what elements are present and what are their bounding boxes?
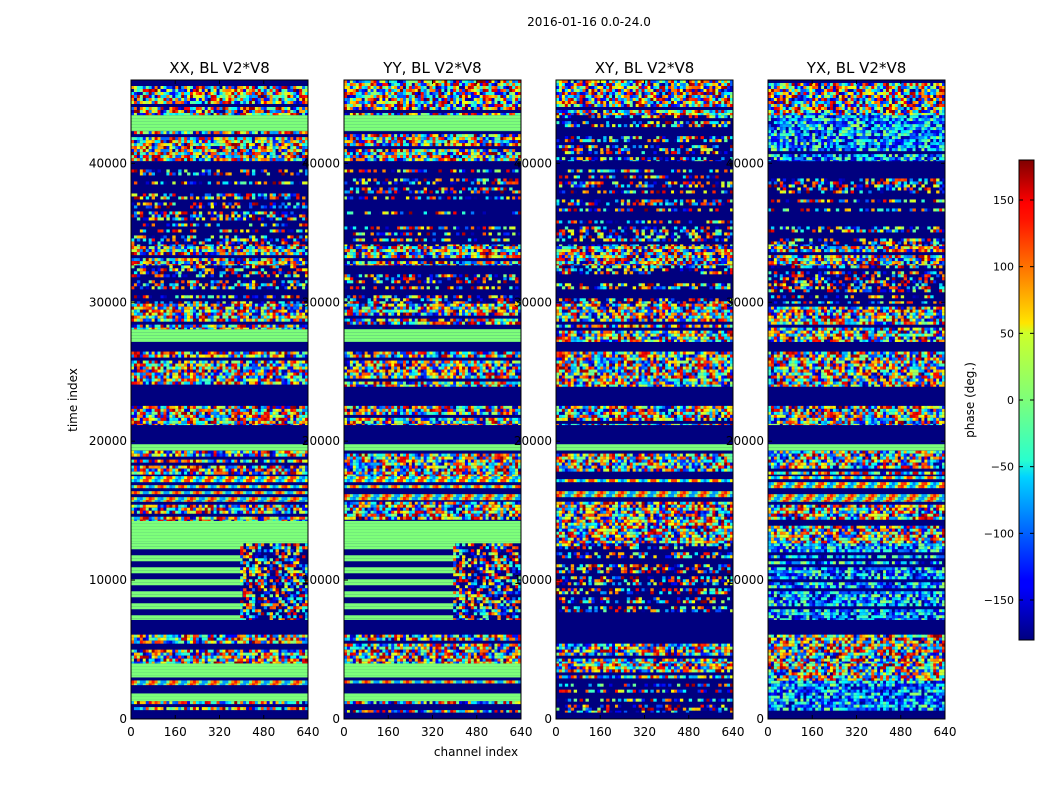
y-tick-label: 40000 <box>726 156 764 170</box>
x-tick-label: 160 <box>801 725 824 739</box>
y-tick-label: 40000 <box>89 156 127 170</box>
panel-title: YX, BL V2*V8 <box>806 59 907 77</box>
colorbar: 150 100 50 0 −50 −100 −150 <box>984 160 1034 640</box>
y-tick-label: 30000 <box>302 295 340 309</box>
colorbar-label: phase (deg.) <box>963 362 977 438</box>
x-tick-label: 160 <box>589 725 612 739</box>
x-tick-label: 160 <box>164 725 187 739</box>
panel-2: YY, BL V2*V8 0 160 320 480 640 0 10000 20000 3000… <box>302 59 533 739</box>
y-tick-label: 10000 <box>302 573 340 587</box>
panel-title: XX, BL V2*V8 <box>169 59 270 77</box>
y-tick-label: 30000 <box>726 295 764 309</box>
y-axis-label: time index <box>66 368 80 432</box>
y-tick-label: 40000 <box>302 156 340 170</box>
y-tick-label: 0 <box>119 712 127 726</box>
colorbar-tick-label: 0 <box>1007 394 1014 407</box>
x-tick-label: 160 <box>377 725 400 739</box>
y-tick-label: 20000 <box>514 434 552 448</box>
panel-1: XX, BL V2*V8 0 160 320 480 640 0 10000 20000 3000… <box>89 59 320 739</box>
y-tick-label: 0 <box>332 712 340 726</box>
x-tick-label: 320 <box>633 725 656 739</box>
colorbar-tick-label: −50 <box>991 461 1014 474</box>
y-tick-label: 10000 <box>89 573 127 587</box>
x-tick-label: 640 <box>934 725 957 739</box>
x-tick-label: 320 <box>421 725 444 739</box>
x-axis-label: channel index <box>434 745 518 759</box>
x-tick-label: 0 <box>552 725 560 739</box>
y-tick-label: 20000 <box>302 434 340 448</box>
panel-title: XY, BL V2*V8 <box>595 59 695 77</box>
x-tick-label: 0 <box>764 725 772 739</box>
colorbar-tick-label: −100 <box>984 527 1014 540</box>
colorbar-tick-label: 100 <box>993 261 1014 274</box>
heatmap-panels: XX, BL V2*V8 0 160 320 480 640 0 10000 20000 3000… <box>89 59 957 739</box>
panel-image <box>344 80 521 719</box>
y-tick-label: 20000 <box>726 434 764 448</box>
y-tick-label: 30000 <box>514 295 552 309</box>
y-tick-label: 10000 <box>726 573 764 587</box>
panel-3: XY, BL V2*V8 0 160 320 480 640 0 10000 20000 3000… <box>514 59 745 739</box>
y-tick-label: 0 <box>756 712 764 726</box>
panel-image <box>768 80 945 719</box>
y-tick-label: 40000 <box>514 156 552 170</box>
y-tick-label: 0 <box>544 712 552 726</box>
x-tick-label: 320 <box>208 725 231 739</box>
x-tick-label: 480 <box>677 725 700 739</box>
y-tick-label: 10000 <box>514 573 552 587</box>
y-tick-label: 20000 <box>89 434 127 448</box>
x-tick-label: 480 <box>465 725 488 739</box>
panel-4: YX, BL V2*V8 0 160 320 480 640 0 10000 20000 3000… <box>726 59 957 739</box>
x-tick-label: 0 <box>127 725 135 739</box>
y-tick-label: 30000 <box>89 295 127 309</box>
colorbar-tick-label: 50 <box>1000 327 1014 340</box>
x-tick-label: 640 <box>722 725 745 739</box>
x-tick-label: 320 <box>845 725 868 739</box>
x-tick-label: 480 <box>889 725 912 739</box>
x-tick-label: 640 <box>510 725 533 739</box>
panel-image <box>131 80 308 719</box>
figure-title: 2016-01-16 0.0-24.0 <box>527 15 651 29</box>
x-tick-label: 0 <box>340 725 348 739</box>
panel-title: YY, BL V2*V8 <box>382 59 481 77</box>
x-tick-label: 480 <box>252 725 275 739</box>
colorbar-tick-label: −150 <box>984 594 1014 607</box>
colorbar-tick-label: 150 <box>993 194 1014 207</box>
panel-image <box>556 80 733 719</box>
x-tick-label: 640 <box>297 725 320 739</box>
